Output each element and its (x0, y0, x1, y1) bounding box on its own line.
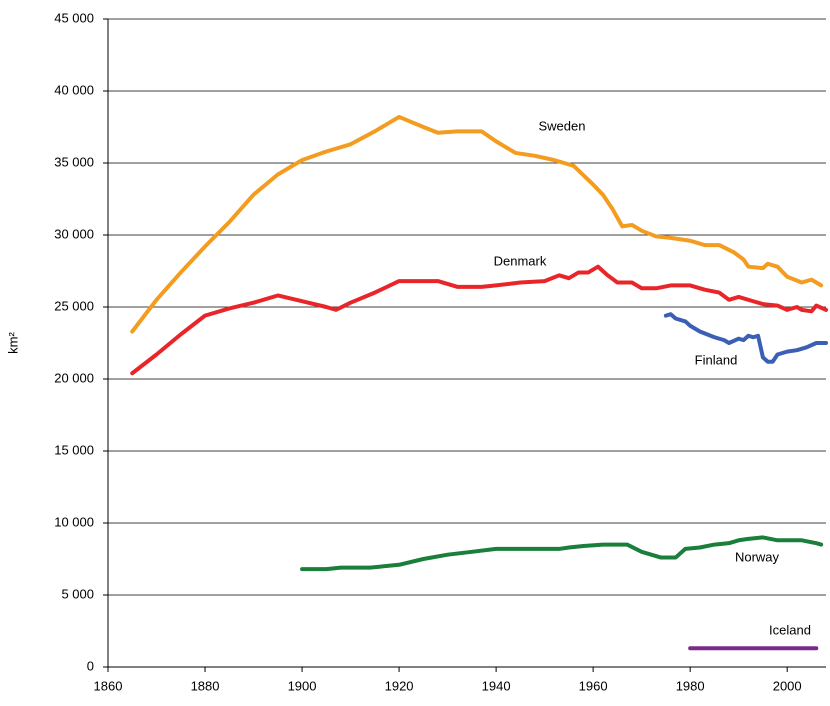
x-tick-label: 1920 (385, 678, 414, 693)
x-tick-label: 1900 (288, 678, 317, 693)
series-label: Denmark (494, 253, 547, 268)
x-tick-label: 2000 (773, 678, 802, 693)
series-line (130, 114, 824, 334)
y-tick-label: 25 000 (54, 298, 94, 313)
y-tick-label: 30 000 (54, 226, 94, 241)
y-tick-label: 10 000 (54, 514, 94, 529)
x-tick-label: 1960 (579, 678, 608, 693)
y-tick-label: 45 000 (54, 10, 94, 25)
y-tick-label: 5 000 (61, 586, 94, 601)
y-tick-label: 20 000 (54, 370, 94, 385)
series-label: Finland (695, 352, 738, 367)
y-tick-label: 0 (87, 658, 94, 673)
x-tick-label: 1880 (191, 678, 220, 693)
series-label: Norway (735, 549, 780, 564)
series-line (130, 264, 828, 376)
series-line (300, 535, 824, 572)
y-tick-label: 35 000 (54, 154, 94, 169)
series-label: Iceland (769, 622, 811, 637)
x-tick-label: 1860 (94, 678, 123, 693)
series-line (663, 312, 828, 364)
y-axis-label: km² (5, 332, 20, 354)
y-tick-label: 40 000 (54, 82, 94, 97)
y-tick-label: 15 000 (54, 442, 94, 457)
x-tick-label: 1980 (676, 678, 705, 693)
x-tick-label: 1940 (482, 678, 511, 693)
series-label: Sweden (539, 118, 586, 133)
